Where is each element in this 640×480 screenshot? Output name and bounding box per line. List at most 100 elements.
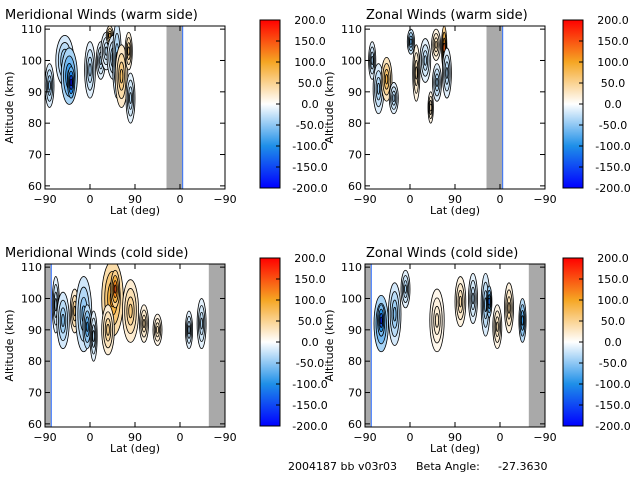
contour-cell-8-level-4 — [108, 32, 112, 38]
footer-beta-label: Beta Angle: — [416, 460, 480, 473]
x-tick-label: 0 — [87, 431, 94, 444]
y-tick-label: 80 — [28, 355, 42, 368]
colorbar-tick-label: 200.0 — [294, 252, 326, 265]
contour-cell-5-level-4 — [88, 63, 92, 77]
data-gap-2 — [528, 264, 545, 427]
contour-cell-6-level-4 — [92, 330, 95, 343]
y-tick-label: 110 — [21, 23, 42, 36]
contour-cell-11-level-4 — [142, 319, 146, 329]
colorbar-tick-label: -150.0 — [292, 161, 327, 174]
contour-field — [373, 269, 527, 353]
contour-cell-10-level-4 — [128, 303, 133, 319]
y-tick-label: 70 — [28, 387, 42, 400]
contour-field — [368, 26, 452, 124]
colorbar-tick-label: -50.0 — [599, 357, 627, 370]
y-tick-label: 70 — [348, 387, 362, 400]
colorbar-tick-label: -200.0 — [595, 182, 630, 195]
colorbar-tick-label: 150.0 — [597, 35, 629, 48]
y-tick-label: 110 — [341, 261, 362, 274]
colorbar-tick-label: 200.0 — [294, 14, 326, 27]
contour-cell-4-level-4 — [69, 78, 73, 87]
colorbar-tick-label: 0.0 — [604, 336, 622, 349]
contour-cell-8-level-4 — [113, 284, 117, 294]
x-tick-label: −90 — [533, 431, 556, 444]
panel-2: 60 70 80 90 100 110 −90 0 90 0 −90 Zonal Winds (war… — [323, 8, 631, 217]
contour-cell-1-level-4 — [48, 80, 51, 91]
colorbar-tick-label: -200.0 — [595, 420, 630, 433]
contour-cell-12-level-4 — [156, 325, 159, 334]
x-tick-label: −90 — [213, 193, 236, 206]
contour-cell-11-level-4 — [445, 67, 449, 79]
contour-cell-13-level-4 — [187, 325, 191, 335]
y-tick-label: 100 — [341, 292, 362, 305]
chart-title: Meridional Winds (cold side) — [5, 246, 188, 261]
colorbar-tick-label: 200.0 — [597, 14, 629, 27]
colorbar-tick-label: 50.0 — [601, 77, 626, 90]
contour-cell-5-level-4 — [435, 313, 439, 328]
colorbar-tick-label: 150.0 — [294, 35, 326, 48]
contour-cell-12-level-4 — [127, 46, 131, 56]
x-tick-label: −90 — [33, 193, 56, 206]
panel-3: 60 70 80 90 100 110 −90 0 90 0 −90 Meridional Winds… — [3, 246, 328, 455]
panel-1: 60 70 80 90 100 110 −90 0 90 0 −90 Meridional Winds… — [3, 8, 328, 217]
y-tick-label: 80 — [348, 355, 362, 368]
x-tick-label: 0 — [497, 193, 504, 206]
contour-cell-7-level-4 — [471, 292, 475, 305]
contour-cell-12-level-4 — [429, 103, 433, 112]
colorbar-tick-label: -50.0 — [296, 357, 324, 370]
colorbar-tick-label: 100.0 — [294, 56, 326, 69]
colorbar-tick-label: -150.0 — [595, 399, 630, 412]
colorbar-tick-label: 100.0 — [597, 294, 629, 307]
data-gap-2 — [208, 264, 225, 427]
y-tick-label: 90 — [28, 324, 42, 337]
y-tick-label: 90 — [28, 86, 42, 99]
colorbar-tick-label: -200.0 — [292, 182, 327, 195]
x-tick-label: 0 — [87, 193, 94, 206]
x-tick-label: −90 — [213, 431, 236, 444]
x-tick-label: 90 — [128, 193, 142, 206]
y-tick-label: 110 — [341, 23, 362, 36]
contour-cell-3-level-4 — [385, 74, 389, 85]
colorbar-tick-label: 0.0 — [301, 98, 319, 111]
y-tick-label: 60 — [348, 180, 362, 193]
x-tick-label: 0 — [407, 193, 414, 206]
panel-4: 60 70 80 90 100 110 −90 0 90 0 −90 Zonal Winds (col… — [323, 246, 631, 455]
x-axis-label: Lat (deg) — [430, 204, 480, 217]
contour-cell-4-level-4 — [404, 284, 407, 294]
data-gap-1 — [45, 264, 52, 427]
x-tick-label: 90 — [448, 431, 462, 444]
colorbar-tick-label: -100.0 — [595, 378, 630, 391]
x-tick-label: 0 — [407, 431, 414, 444]
contour-cell-9-level-4 — [106, 323, 110, 336]
chart-title: Zonal Winds (cold side) — [366, 246, 518, 261]
y-axis-label: Altitude (km) — [323, 309, 336, 381]
colorbar-tick-label: 50.0 — [298, 77, 323, 90]
footer-run-id: 2004187 bb v03r03 — [288, 460, 397, 473]
y-tick-label: 60 — [28, 418, 42, 431]
contour-cell-1-level-4 — [54, 298, 58, 312]
x-axis-label: Lat (deg) — [110, 204, 160, 217]
colorbar-tick-label: 100.0 — [294, 294, 326, 307]
footer-beta-value: -27.3630 — [498, 460, 547, 473]
colorbar-tick-label: -100.0 — [292, 378, 327, 391]
contour-cell-2-level-4 — [61, 313, 65, 328]
data-gap-1 — [166, 26, 183, 189]
x-tick-label: 0 — [177, 193, 184, 206]
colorbar-tick-label: -200.0 — [292, 420, 327, 433]
colorbar-tick-label: 50.0 — [601, 315, 626, 328]
contour-cell-10-level-4 — [495, 321, 499, 332]
colorbar-tick-label: 0.0 — [301, 336, 319, 349]
y-tick-label: 90 — [348, 324, 362, 337]
data-gap-1 — [486, 26, 503, 189]
contour-cell-9-level-4 — [435, 77, 439, 87]
x-axis-label: Lat (deg) — [110, 442, 160, 455]
contour-cell-3-level-4 — [392, 306, 397, 322]
contour-cell-1-level-4 — [370, 55, 374, 66]
contour-cell-6-level-4 — [458, 295, 462, 308]
contour-cell-5-level-4 — [85, 321, 89, 332]
y-tick-label: 100 — [21, 54, 42, 67]
colorbar-tick-label: 50.0 — [298, 315, 323, 328]
x-tick-label: 0 — [177, 431, 184, 444]
contour-cell-7-level-4 — [423, 55, 427, 66]
